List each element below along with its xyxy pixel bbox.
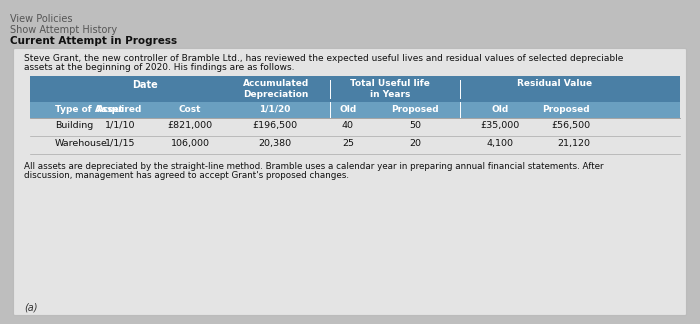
Text: 21,120: 21,120: [557, 139, 590, 148]
Text: assets at the beginning of 2020. His findings are as follows.: assets at the beginning of 2020. His fin…: [24, 63, 295, 72]
Text: 4,100: 4,100: [486, 139, 514, 148]
Text: Acquired: Acquired: [97, 105, 143, 114]
FancyBboxPatch shape: [13, 49, 687, 316]
Text: Warehouse: Warehouse: [55, 139, 108, 148]
Text: Show Attempt History: Show Attempt History: [10, 25, 117, 35]
Text: All assets are depreciated by the straight-line method. Bramble uses a calendar : All assets are depreciated by the straig…: [24, 162, 603, 171]
Bar: [30, 118, 680, 136]
Text: £821,000: £821,000: [167, 121, 213, 130]
Text: Old: Old: [340, 105, 356, 114]
Text: 20: 20: [409, 139, 421, 148]
Text: View Policies: View Policies: [10, 14, 73, 24]
Bar: [30, 136, 680, 154]
Text: Building: Building: [55, 121, 93, 130]
Text: (a): (a): [24, 302, 38, 312]
Text: £56,500: £56,500: [551, 121, 590, 130]
Text: 1/1/20: 1/1/20: [259, 105, 290, 114]
Text: 1/1/15: 1/1/15: [105, 139, 135, 148]
Text: Total Useful life
in Years: Total Useful life in Years: [350, 79, 430, 99]
Text: 50: 50: [409, 121, 421, 130]
Text: Accumulated
Depreciation: Accumulated Depreciation: [243, 79, 309, 99]
Bar: [30, 76, 680, 102]
Text: Steve Grant, the new controller of Bramble Ltd., has reviewed the expected usefu: Steve Grant, the new controller of Bramb…: [24, 54, 624, 63]
Text: discussion, management has agreed to accept Grant's proposed changes.: discussion, management has agreed to acc…: [24, 171, 349, 180]
Text: Proposed: Proposed: [391, 105, 439, 114]
Bar: [30, 102, 680, 118]
Text: Cost: Cost: [178, 105, 202, 114]
Text: Type of Asset: Type of Asset: [55, 105, 123, 114]
Text: Current Attempt in Progress: Current Attempt in Progress: [10, 36, 177, 46]
Text: 1/1/10: 1/1/10: [105, 121, 135, 130]
Text: 106,000: 106,000: [171, 139, 209, 148]
Text: Residual Value: Residual Value: [517, 79, 593, 88]
Text: £196,500: £196,500: [253, 121, 298, 130]
Text: 20,380: 20,380: [258, 139, 292, 148]
Text: 40: 40: [342, 121, 354, 130]
Text: 25: 25: [342, 139, 354, 148]
Text: Old: Old: [491, 105, 509, 114]
Text: Proposed: Proposed: [542, 105, 590, 114]
Text: Date: Date: [132, 80, 158, 90]
Text: £35,000: £35,000: [480, 121, 519, 130]
